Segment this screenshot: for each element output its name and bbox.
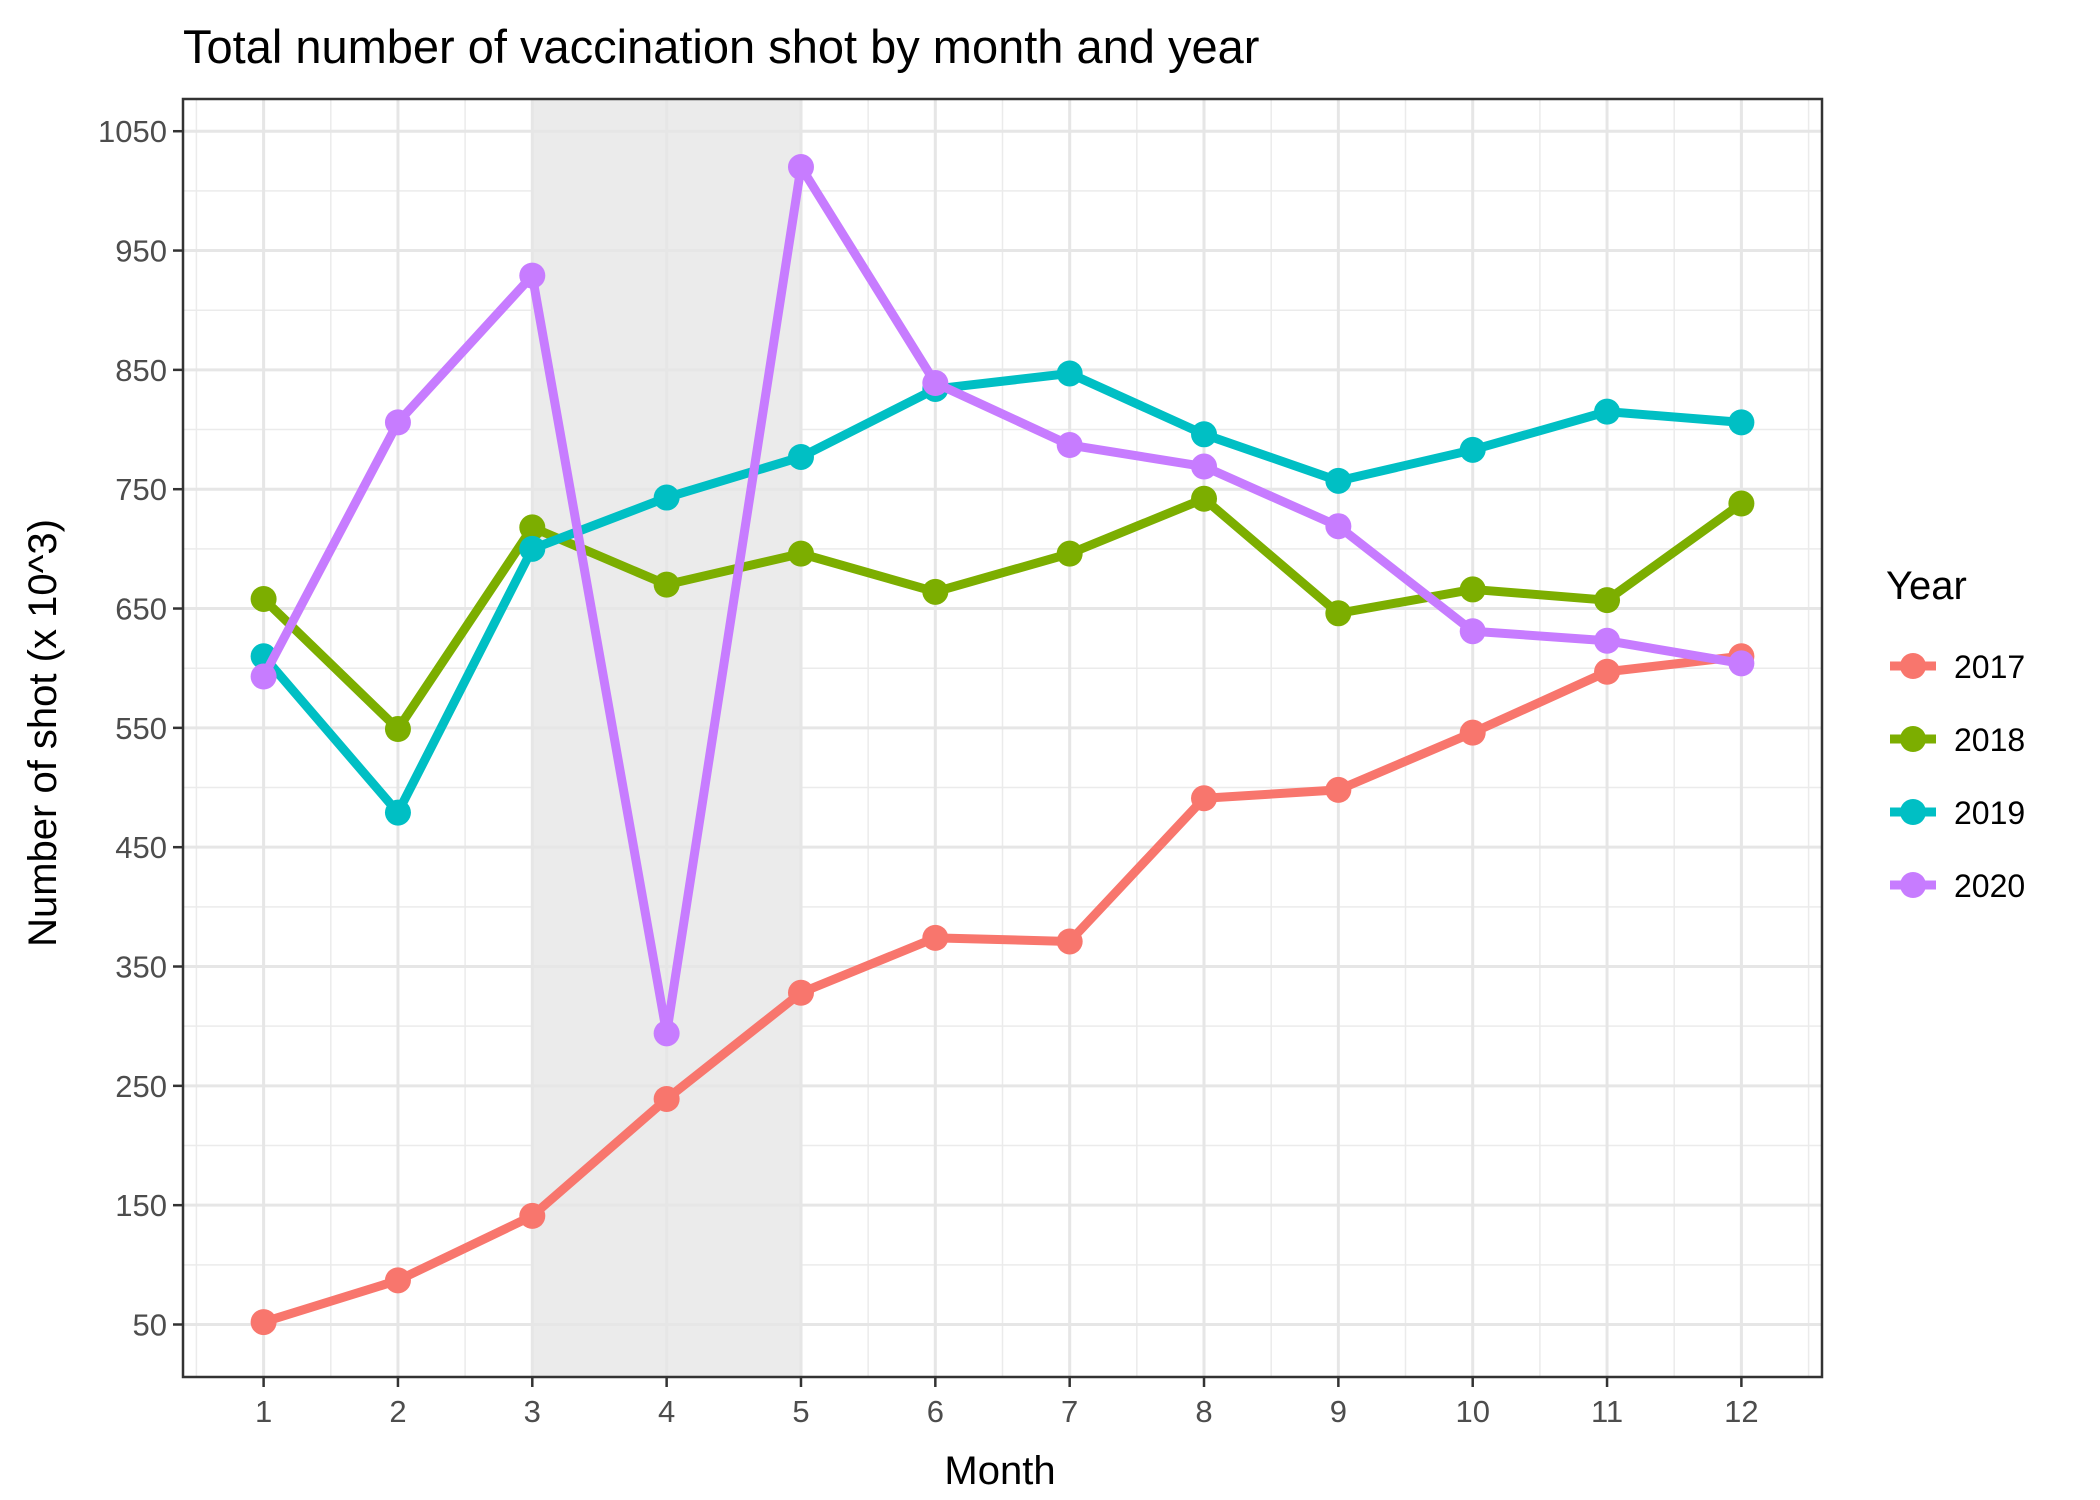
data-point-2017-11 [1594,658,1621,685]
data-point-2018-3 [519,514,546,541]
data-point-2018-7 [1056,540,1083,567]
y-tick-label: 850 [115,353,167,388]
data-point-2018-4 [653,571,680,598]
data-point-2017-8 [1191,785,1218,812]
data-point-2020-6 [922,370,949,396]
data-point-2017-10 [1459,719,1486,746]
data-point-2020-2 [384,409,411,436]
series-line-2019 [259,368,1746,818]
data-point-2019-5 [787,443,814,470]
x-tick-label: 4 [658,1394,675,1429]
y-tick-label: 150 [115,1188,167,1223]
y-tick-label: 750 [115,472,167,507]
data-point-2019-11 [1594,398,1621,425]
series-line-2017 [259,651,1746,1327]
data-point-2018-1 [250,585,277,612]
series-2018 [250,485,1755,743]
data-point-2019-2 [384,799,411,826]
x-tick-label: 1 [255,1394,272,1429]
y-axis-label: Number of shot (x 10^3) [21,519,65,947]
y-tick-label: 1050 [98,114,167,149]
y-tick-label: 450 [115,830,167,865]
data-point-2020-9 [1325,513,1352,540]
legend-item-2018: 2018 [1890,722,2025,758]
chart-title: Total number of vaccination shot by mont… [183,20,1259,73]
data-point-2020-3 [519,262,546,289]
x-tick-label: 3 [524,1394,541,1429]
data-point-2017-1 [250,1309,277,1336]
x-tick-label: 8 [1195,1394,1212,1429]
data-point-2019-9 [1325,467,1352,494]
legend-key-point [1900,653,1926,679]
legend-title: Year [1886,564,1967,608]
x-tick-label: 5 [792,1394,809,1429]
data-point-2017-4 [653,1085,680,1112]
data-point-2018-6 [922,578,949,605]
data-point-2019-3 [519,535,546,562]
legend-label: 2017 [1954,649,2025,685]
y-tick-label: 550 [115,711,167,746]
data-point-2017-5 [787,979,814,1006]
series-line-2018 [259,494,1746,734]
legend-label: 2018 [1954,722,2025,758]
legend-key-point [1900,726,1926,752]
x-tick-label: 7 [1061,1394,1078,1429]
data-point-2019-4 [653,484,680,511]
data-point-2020-5 [787,154,814,181]
data-point-2018-5 [787,540,814,567]
data-point-2020-4 [653,1020,680,1047]
legend-item-2019: 2019 [1890,795,2025,831]
legend-item-2020: 2020 [1890,868,2025,904]
data-point-2020-10 [1459,618,1486,645]
data-point-2018-8 [1191,485,1218,512]
data-point-2018-9 [1325,600,1352,627]
x-tick-label: 12 [1724,1394,1758,1429]
y-tick-label: 350 [115,950,167,985]
data-point-2018-2 [384,716,411,743]
data-point-2020-11 [1594,627,1621,654]
y-tick-label: 50 [133,1307,167,1342]
data-point-2020-7 [1056,432,1083,459]
series-2019 [250,360,1755,826]
y-tick-label: 950 [115,234,167,269]
data-point-2019-12 [1728,409,1755,436]
legend-key-point [1900,799,1926,825]
series-line-2020 [259,162,1746,1038]
x-tick-label: 10 [1455,1394,1489,1429]
plot-border [181,97,1824,1379]
x-axis-label: Month [944,1449,1055,1493]
data-point-2020-1 [250,663,277,690]
data-point-2018-11 [1594,587,1621,614]
data-point-2017-3 [519,1202,546,1229]
y-tick-label: 250 [115,1069,167,1104]
data-point-2017-9 [1325,776,1352,803]
legend-item-2017: 2017 [1890,649,2025,685]
data-point-2017-2 [384,1267,411,1294]
data-point-2020-12 [1728,650,1755,677]
data-point-2020-8 [1191,453,1218,480]
legend-label: 2020 [1954,868,2025,904]
legend-key-point [1900,872,1926,898]
series-2020 [250,154,1755,1047]
legend: Year 2017 2018 2019 2020 [1886,564,2025,904]
x-tick-label: 9 [1330,1394,1347,1429]
x-tick-label: 6 [927,1394,944,1429]
data-point-2019-8 [1191,421,1218,448]
y-tick-label: 650 [115,592,167,627]
data-point-2019-10 [1459,436,1486,463]
x-tick-label: 2 [389,1394,406,1429]
x-tick-label: 11 [1591,1394,1623,1429]
data-point-2017-6 [922,924,949,951]
data-point-2018-10 [1459,576,1486,603]
data-point-2019-7 [1056,360,1083,387]
data-point-2018-12 [1728,490,1755,517]
data-point-2017-7 [1056,928,1083,955]
legend-label: 2019 [1954,795,2025,831]
